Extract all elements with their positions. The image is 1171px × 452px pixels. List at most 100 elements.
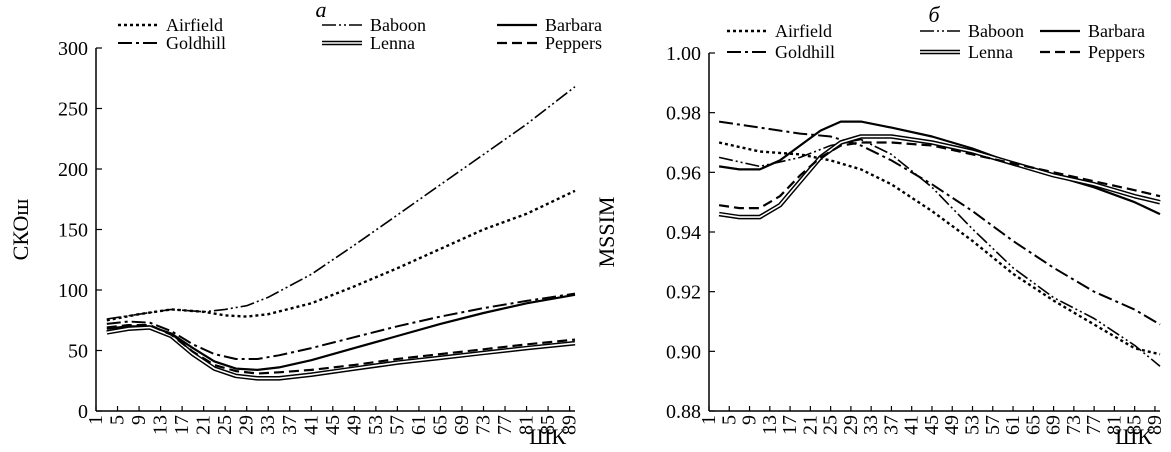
series-airfield bbox=[718, 141, 1161, 356]
x-tick-label: 45 bbox=[322, 415, 344, 435]
y-tick-label: 1.00 bbox=[666, 43, 701, 65]
legend-label: Lenna bbox=[968, 42, 1013, 62]
series-line bbox=[718, 141, 1161, 356]
x-tick-label: 21 bbox=[799, 415, 821, 435]
series-line-outer bbox=[718, 134, 1161, 220]
series-line bbox=[718, 141, 1161, 210]
y-axis-title: СКОш bbox=[8, 199, 33, 261]
legend-item-peppers: Peppers bbox=[497, 33, 602, 53]
series-baboon bbox=[718, 138, 1161, 367]
legend-label: Baboon bbox=[370, 15, 426, 35]
x-tick-label: 57 bbox=[982, 415, 1004, 435]
x-tick-label: 89 bbox=[1144, 415, 1166, 435]
panel-letter: а bbox=[316, 0, 327, 22]
x-tick-label: 1 bbox=[85, 415, 107, 425]
legend-item-airfield: Airfield bbox=[727, 21, 832, 41]
x-tick-label: 33 bbox=[257, 415, 279, 435]
x-tick-label: 21 bbox=[193, 415, 215, 435]
y-tick-label: 100 bbox=[58, 280, 88, 302]
x-tick-label: 77 bbox=[1083, 415, 1105, 435]
legend-label: Lenna bbox=[370, 33, 415, 53]
series-line bbox=[106, 293, 576, 371]
legend-item-peppers: Peppers bbox=[1040, 42, 1145, 62]
legend-item-barbara: Barbara bbox=[497, 15, 602, 35]
x-tick-label: 69 bbox=[451, 415, 473, 435]
x-tick-label: 49 bbox=[941, 415, 963, 435]
x-tick-label: 37 bbox=[880, 415, 902, 435]
x-tick-label: 61 bbox=[1002, 415, 1024, 435]
legend-label: Barbara bbox=[1088, 21, 1145, 41]
x-tick-label: 5 bbox=[107, 415, 129, 425]
x-tick-label: 65 bbox=[429, 415, 451, 435]
legend-item-goldhill: Goldhill bbox=[118, 33, 226, 53]
y-axis-title: MSSIM bbox=[594, 197, 619, 268]
series-barbara bbox=[106, 293, 576, 371]
series-goldhill bbox=[718, 120, 1161, 326]
legend-item-lenna: Lenna bbox=[322, 33, 415, 53]
y-tick-label: 0 bbox=[78, 401, 88, 423]
series-line bbox=[106, 324, 576, 375]
series-peppers bbox=[106, 324, 576, 375]
x-tick-label: 17 bbox=[171, 415, 193, 435]
y-tick-label: 300 bbox=[58, 38, 88, 60]
legend-label: Airfield bbox=[775, 21, 832, 41]
x-tick-label: 29 bbox=[840, 415, 862, 435]
x-tick-label: 85 bbox=[537, 415, 559, 435]
series-lenna bbox=[718, 134, 1161, 220]
y-tick-label: 0.98 bbox=[666, 103, 701, 125]
panel-a: 0 50 100 150 200 250 300 1 5 9 13 17 21 25 29 33 37 41 45 4… bbox=[8, 0, 602, 449]
series-line bbox=[106, 189, 576, 322]
series-baboon bbox=[106, 86, 576, 320]
legend-item-lenna: Lenna bbox=[920, 42, 1013, 62]
x-tick-label: 9 bbox=[128, 415, 150, 425]
legend-label: Baboon bbox=[968, 21, 1024, 41]
x-tick-label: 1 bbox=[698, 415, 720, 425]
legend-label: Airfield bbox=[166, 15, 223, 35]
series-goldhill bbox=[106, 292, 576, 360]
series-peppers bbox=[718, 141, 1161, 210]
x-tick-label: 57 bbox=[386, 415, 408, 435]
series-lenna bbox=[106, 325, 576, 381]
legend-label: Peppers bbox=[545, 33, 602, 53]
panel-b: 0.88 0.90 0.92 0.94 0.96 0.98 1.00 159131721252… bbox=[594, 2, 1166, 449]
x-tick-label: 13 bbox=[759, 415, 781, 435]
x-tick-label: 85 bbox=[1124, 415, 1146, 435]
y-tick-label: 200 bbox=[58, 159, 88, 181]
series-line bbox=[718, 138, 1161, 367]
series-line-inner bbox=[718, 135, 1161, 218]
series-line bbox=[106, 292, 576, 360]
y-tick-label: 150 bbox=[58, 220, 88, 242]
x-tick-label: 73 bbox=[473, 415, 495, 435]
legend-item-goldhill: Goldhill bbox=[727, 42, 835, 62]
x-tick-label: 29 bbox=[236, 415, 258, 435]
x-tick-label: 69 bbox=[1043, 415, 1065, 435]
series-airfield bbox=[106, 189, 576, 322]
legend-label: Peppers bbox=[1088, 42, 1145, 62]
x-tick-label: 61 bbox=[408, 415, 430, 435]
legend-label: Goldhill bbox=[166, 33, 226, 53]
series-line bbox=[718, 120, 1161, 326]
x-tick-label: 77 bbox=[494, 415, 516, 435]
x-tick-label: 5 bbox=[718, 415, 740, 425]
x-tick-label: 17 bbox=[779, 415, 801, 435]
legend-label: Barbara bbox=[545, 15, 602, 35]
x-tick-label: 73 bbox=[1063, 415, 1085, 435]
legend-item-airfield: Airfield bbox=[118, 15, 223, 35]
x-tick-label: 89 bbox=[559, 415, 581, 435]
x-tick-label: 37 bbox=[279, 415, 301, 435]
legend-item-baboon: Baboon bbox=[322, 15, 426, 35]
x-tick-label: 53 bbox=[365, 415, 387, 435]
x-axis-title: ШК bbox=[1115, 424, 1152, 449]
y-tick-label: 250 bbox=[58, 99, 88, 121]
x-tick-label: 41 bbox=[901, 415, 923, 435]
y-tick-label: 0.92 bbox=[666, 282, 701, 304]
y-tick-label: 0.88 bbox=[666, 401, 701, 423]
legend-label: Goldhill bbox=[775, 42, 835, 62]
x-tick-label: 81 bbox=[1103, 415, 1125, 435]
panel-letter: б bbox=[928, 2, 940, 27]
x-tick-label: 9 bbox=[739, 415, 761, 425]
series-line bbox=[106, 86, 576, 320]
y-tick-label: 0.96 bbox=[666, 162, 701, 184]
x-tick-label: 25 bbox=[820, 415, 842, 435]
